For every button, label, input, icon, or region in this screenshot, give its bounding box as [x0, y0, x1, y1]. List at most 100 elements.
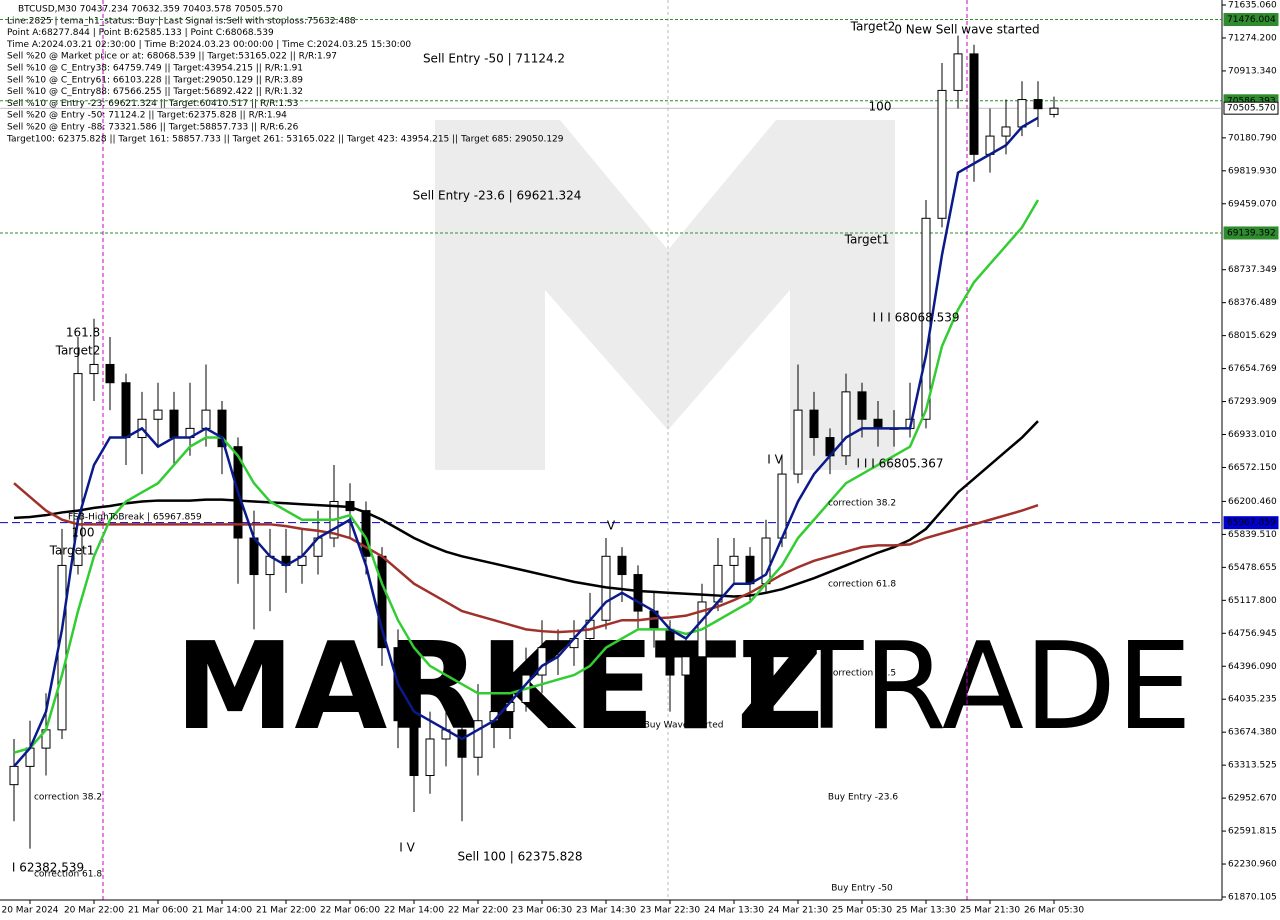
y-tick-label: 64396.090	[1228, 662, 1277, 672]
candle-body	[1049, 107, 1059, 115]
candle-body	[473, 720, 483, 758]
candle-body	[969, 53, 979, 155]
candle-body	[377, 555, 387, 649]
annotation: Sell Entry -23.6 | 69621.324	[413, 189, 582, 203]
price-label-box	[1223, 13, 1279, 27]
y-tick-label: 65117.800	[1228, 596, 1277, 606]
price-label-box	[1223, 226, 1279, 240]
candle-body	[409, 720, 419, 777]
annotation: Sell 100 | 62375.828	[458, 850, 583, 864]
moving-average	[13, 420, 1039, 598]
annotation: V	[607, 519, 616, 533]
candle-body	[777, 473, 787, 539]
price-label: 65967.859	[1227, 518, 1276, 528]
annotation: 161.8	[66, 326, 100, 340]
candle-body	[617, 555, 627, 576]
info-line: Sell %10 @ C_Entry88: 67566.255 || Targe…	[7, 87, 303, 97]
price-label-box	[1223, 101, 1279, 115]
y-tick-label: 67654.769	[1228, 364, 1277, 374]
x-tick-label: 21 Mar 14:00	[192, 906, 252, 916]
candle-body	[953, 53, 963, 91]
info-line: Sell %20 @ Market price or at: 68068.539…	[7, 52, 337, 62]
annotation: correction 38.2	[828, 499, 896, 509]
y-tick-label: 64756.945	[1228, 629, 1277, 639]
candle-body	[169, 409, 179, 439]
candle-body	[1001, 126, 1011, 137]
y-tick-label: 65839.510	[1228, 530, 1277, 540]
candle-body	[681, 656, 691, 676]
moving-average	[13, 482, 1039, 634]
candle-body	[201, 409, 211, 429]
watermark-text: MARKETZ	[175, 618, 824, 757]
x-tick-label: 20 Mar 22:00	[64, 906, 124, 916]
x-tick-label: 25 Mar 13:30	[896, 906, 956, 916]
price-label: 70505.570	[1227, 104, 1276, 114]
info-line: Sell %10 @ C_Entry61: 66103.228 || Targe…	[7, 75, 303, 85]
logo	[435, 120, 895, 470]
candle-body	[105, 363, 115, 384]
y-tick-label: 71635.060	[1228, 1, 1277, 11]
info-line: Sell %20 @ Entry -88: 73321.586 || Targe…	[7, 123, 299, 133]
x-tick-label: 21 Mar 06:00	[128, 906, 188, 916]
candle-body	[1033, 99, 1043, 110]
candle-body	[217, 409, 227, 448]
candle-body	[665, 628, 675, 676]
candle-body	[793, 409, 803, 475]
candle-body	[729, 555, 739, 566]
y-tick-label: 70180.790	[1228, 133, 1277, 143]
info-line: Sell %10 @ Entry -23: 69621.324 || Targe…	[7, 99, 298, 109]
x-tick-label: 22 Mar 06:00	[320, 906, 380, 916]
candle-body	[841, 391, 851, 457]
annotation: correction 38.2	[34, 793, 102, 803]
candle-body	[249, 537, 259, 576]
price-label: 69139.392	[1227, 228, 1276, 238]
annotation: Target1	[49, 544, 95, 558]
y-tick-label: 61870.105	[1228, 893, 1277, 903]
annotation: correction 61.8	[34, 870, 102, 880]
x-tick-label: 23 Mar 14:30	[576, 906, 636, 916]
candle-body	[921, 217, 931, 420]
x-tick-label: 22 Mar 22:00	[448, 906, 508, 916]
x-tick-label: 23 Mar 06:30	[512, 906, 572, 916]
y-tick-label: 66572.150	[1228, 463, 1277, 473]
moving-average	[13, 116, 1039, 768]
candle-body	[873, 418, 883, 429]
y-tick-label: 66933.010	[1228, 430, 1277, 440]
y-tick-label: 66200.460	[1228, 497, 1277, 507]
y-tick-label: 70913.340	[1228, 66, 1277, 76]
annotation: I I I 66805.367	[857, 457, 944, 471]
candle-body	[1017, 99, 1027, 128]
candle-body	[9, 765, 19, 786]
annotation: Buy Entry -23.6	[828, 793, 898, 803]
annotation: Target1	[844, 233, 890, 247]
candle-body	[857, 391, 867, 420]
info-line: Point A:68277.844 | Point B:62585.133 | …	[7, 28, 274, 38]
y-tick-label: 68015.629	[1228, 331, 1277, 341]
annotation: Sell Entry -50 | 71124.2	[423, 52, 565, 66]
y-tick-label: 67293.909	[1228, 397, 1277, 407]
y-tick-label: 62230.960	[1228, 860, 1277, 870]
y-tick-label: 68376.489	[1228, 298, 1277, 308]
info-line: BTCUSD,M30 70437.234 70632.359 70403.578…	[18, 5, 283, 15]
info-line: Sell %10 @ C_Entry38: 64759.749 || Targe…	[7, 64, 303, 74]
x-tick-label: 25 Mar 21:30	[960, 906, 1020, 916]
y-tick-label: 62952.670	[1228, 794, 1277, 804]
y-tick-label: 69819.930	[1228, 166, 1277, 176]
annotation: 100	[869, 100, 892, 114]
info-line: Target100: 62375.828 || Target 161: 5885…	[6, 134, 564, 144]
moving-average	[13, 199, 1040, 754]
annotation: I 62382.539	[12, 861, 84, 875]
y-tick-label: 65478.655	[1228, 563, 1277, 573]
price-label: 70586.393	[1227, 96, 1276, 106]
y-tick-label: 69459.070	[1228, 199, 1277, 209]
candle-body	[89, 363, 99, 375]
annotation: I V	[399, 841, 415, 855]
info-line: Line:2825 | tema_h1_status: Buy | Last S…	[7, 16, 356, 26]
annotation: 0 New Buy Wave started	[613, 721, 724, 731]
candle-body	[537, 647, 547, 676]
annotation: FSB-HighToBreak | 65967.859	[68, 513, 202, 523]
info-line: Time A:2024.03.21 02:30:00 | Time B:2024…	[6, 40, 411, 50]
candle-body	[633, 574, 643, 612]
